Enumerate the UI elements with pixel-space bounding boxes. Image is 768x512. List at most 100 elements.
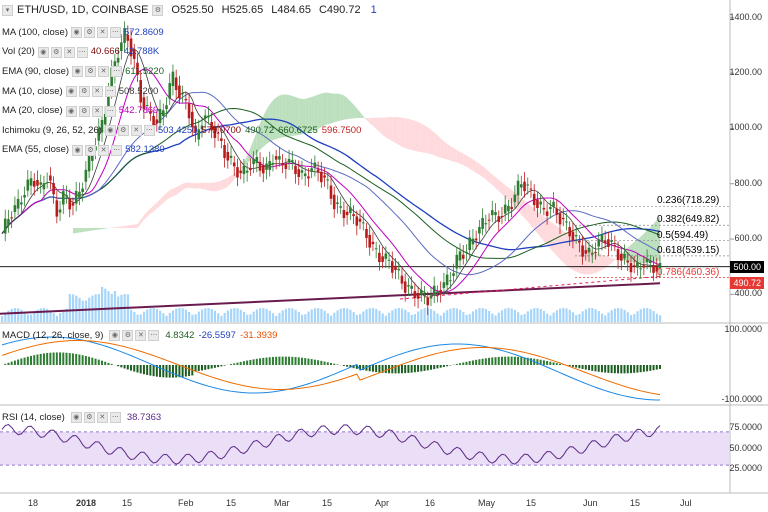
ichimoku-cloud-segment <box>411 119 415 151</box>
close-icon[interactable]: ✕ <box>130 125 142 137</box>
indicator-label: Vol (20) <box>2 46 35 58</box>
gear-icon[interactable]: ⚙ <box>83 412 95 423</box>
volume-bar <box>49 310 52 322</box>
candle-body <box>471 238 475 245</box>
volume-bar <box>623 310 626 322</box>
gear-icon[interactable]: ⚙ <box>78 86 90 98</box>
candle-body <box>197 129 201 140</box>
volume-bar <box>33 311 36 322</box>
time-tick-label: 15 <box>226 498 237 508</box>
more-icon[interactable]: ⋯ <box>148 330 160 341</box>
macd-histogram-bar <box>523 357 526 365</box>
close-icon[interactable]: ✕ <box>63 46 75 58</box>
indicator-row[interactable]: EMA (55, close) ◉ ⚙ ✕ ⋯ 582.1380 <box>2 141 365 161</box>
macd-histogram-bar <box>497 356 500 365</box>
macd-histogram-bar <box>30 355 33 365</box>
macd-histogram-bar <box>175 365 178 378</box>
more-icon[interactable]: ⋯ <box>111 144 123 156</box>
gear-icon[interactable]: ⚙ <box>84 27 95 39</box>
collapse-toggle-icon[interactable]: ▾ <box>2 4 13 16</box>
candle-body <box>597 239 601 247</box>
candle-body <box>10 217 13 219</box>
eye-icon[interactable]: ◉ <box>37 46 49 58</box>
volume-bar <box>233 308 236 322</box>
close-icon[interactable]: ✕ <box>91 105 103 117</box>
volume-bar <box>575 315 578 322</box>
volume-bar <box>433 310 436 322</box>
volume-bar <box>394 308 397 322</box>
more-icon[interactable]: ⋯ <box>104 105 116 117</box>
ichimoku-cloud-segment <box>569 235 573 271</box>
indicator-row[interactable]: Vol (20) ◉ ⚙ ✕ ⋯ 40.666 42.788K <box>2 43 365 63</box>
candle-body <box>532 193 536 206</box>
more-icon[interactable]: ⋯ <box>111 66 123 78</box>
volume-bar <box>465 314 468 322</box>
candle-body <box>581 245 584 257</box>
indicator-row[interactable]: Ichimoku (9, 26, 52, 26) ◉ ⚙ ✕ ⋯ 503.4250 579.… <box>2 121 365 141</box>
eye-icon[interactable]: ◉ <box>65 86 77 98</box>
gear-icon[interactable]: ⚙ <box>50 46 62 58</box>
macd-histogram-bar <box>181 365 184 377</box>
macd-value: 4.8342 <box>165 330 195 341</box>
indicator-row[interactable]: EMA (90, close) ◉ ⚙ ✕ ⋯ 611.5220 <box>2 62 365 82</box>
ichimoku-cloud-segment <box>140 215 144 224</box>
eye-icon[interactable]: ◉ <box>70 412 82 423</box>
candle-body <box>513 194 517 203</box>
candle-body <box>136 62 139 75</box>
volume-bar <box>100 286 104 322</box>
eye-icon[interactable]: ◉ <box>109 330 121 341</box>
close-icon[interactable]: ✕ <box>98 144 110 156</box>
macd-histogram-bar <box>536 359 539 365</box>
indicator-row[interactable]: MA (10, close) ◉ ⚙ ✕ ⋯ 508.5200 <box>2 82 365 102</box>
close-icon[interactable]: ✕ <box>97 27 108 39</box>
gear-icon[interactable]: ⚙ <box>122 330 134 341</box>
eye-icon[interactable]: ◉ <box>104 125 116 137</box>
macd-histogram-bar <box>507 356 510 365</box>
gear-icon[interactable]: ⚙ <box>85 66 97 78</box>
gear-icon[interactable]: ⚙ <box>117 125 129 137</box>
eye-icon[interactable]: ◉ <box>72 66 84 78</box>
eye-icon[interactable]: ◉ <box>71 27 82 39</box>
candle-body <box>503 204 507 214</box>
ichimoku-cloud-segment <box>101 227 106 230</box>
current-line-badge: 500.00 <box>730 260 764 273</box>
ichimoku-cloud-segment <box>366 117 370 124</box>
macd-histogram-bar <box>568 365 571 367</box>
indicator-row[interactable]: MA (20, close) ◉ ⚙ ✕ ⋯ 542.7869 <box>2 101 365 121</box>
rsi-label: RSI (14, close) <box>2 412 65 423</box>
volume-bar <box>17 308 20 322</box>
more-icon[interactable]: ⋯ <box>76 46 88 58</box>
volume-bar <box>326 313 329 322</box>
candle-body <box>571 231 575 241</box>
eye-icon[interactable]: ◉ <box>65 105 77 117</box>
ichimoku-cloud-segment <box>524 200 528 222</box>
macd-histogram-bar <box>78 354 81 365</box>
gear-icon[interactable]: ⚙ <box>78 105 90 117</box>
events-count-badge[interactable]: 1 <box>370 4 377 16</box>
volume-bar <box>613 308 617 322</box>
macd-histogram-bar <box>420 365 423 372</box>
candle-body <box>171 71 175 87</box>
eye-icon[interactable]: ◉ <box>72 144 84 156</box>
more-icon[interactable]: ⋯ <box>110 27 121 39</box>
close-icon[interactable]: ✕ <box>135 330 147 341</box>
more-icon[interactable]: ⋯ <box>143 125 155 137</box>
volume-bar <box>384 315 388 322</box>
ichimoku-cloud-segment <box>540 214 544 242</box>
more-icon[interactable]: ⋯ <box>104 86 116 98</box>
close-icon[interactable]: ✕ <box>96 412 108 423</box>
ichimoku-cloud-segment <box>592 249 596 274</box>
close-icon[interactable]: ✕ <box>98 66 110 78</box>
more-icon[interactable]: ⋯ <box>109 412 121 423</box>
volume-bar <box>568 309 571 322</box>
indicator-row[interactable]: MA (100, close) ◉ ⚙ ✕ ⋯ 572.8609 <box>2 23 365 43</box>
volume-bar <box>407 312 410 322</box>
macd-histogram-bar <box>168 365 171 378</box>
settings-icon[interactable]: ⚙ <box>152 4 164 16</box>
ichimoku-cloud-segment <box>460 151 464 165</box>
gear-icon[interactable]: ⚙ <box>85 144 97 156</box>
ichimoku-cloud-segment <box>601 254 606 270</box>
volume-bar <box>517 312 520 322</box>
candle-body <box>413 291 417 299</box>
close-icon[interactable]: ✕ <box>91 86 103 98</box>
